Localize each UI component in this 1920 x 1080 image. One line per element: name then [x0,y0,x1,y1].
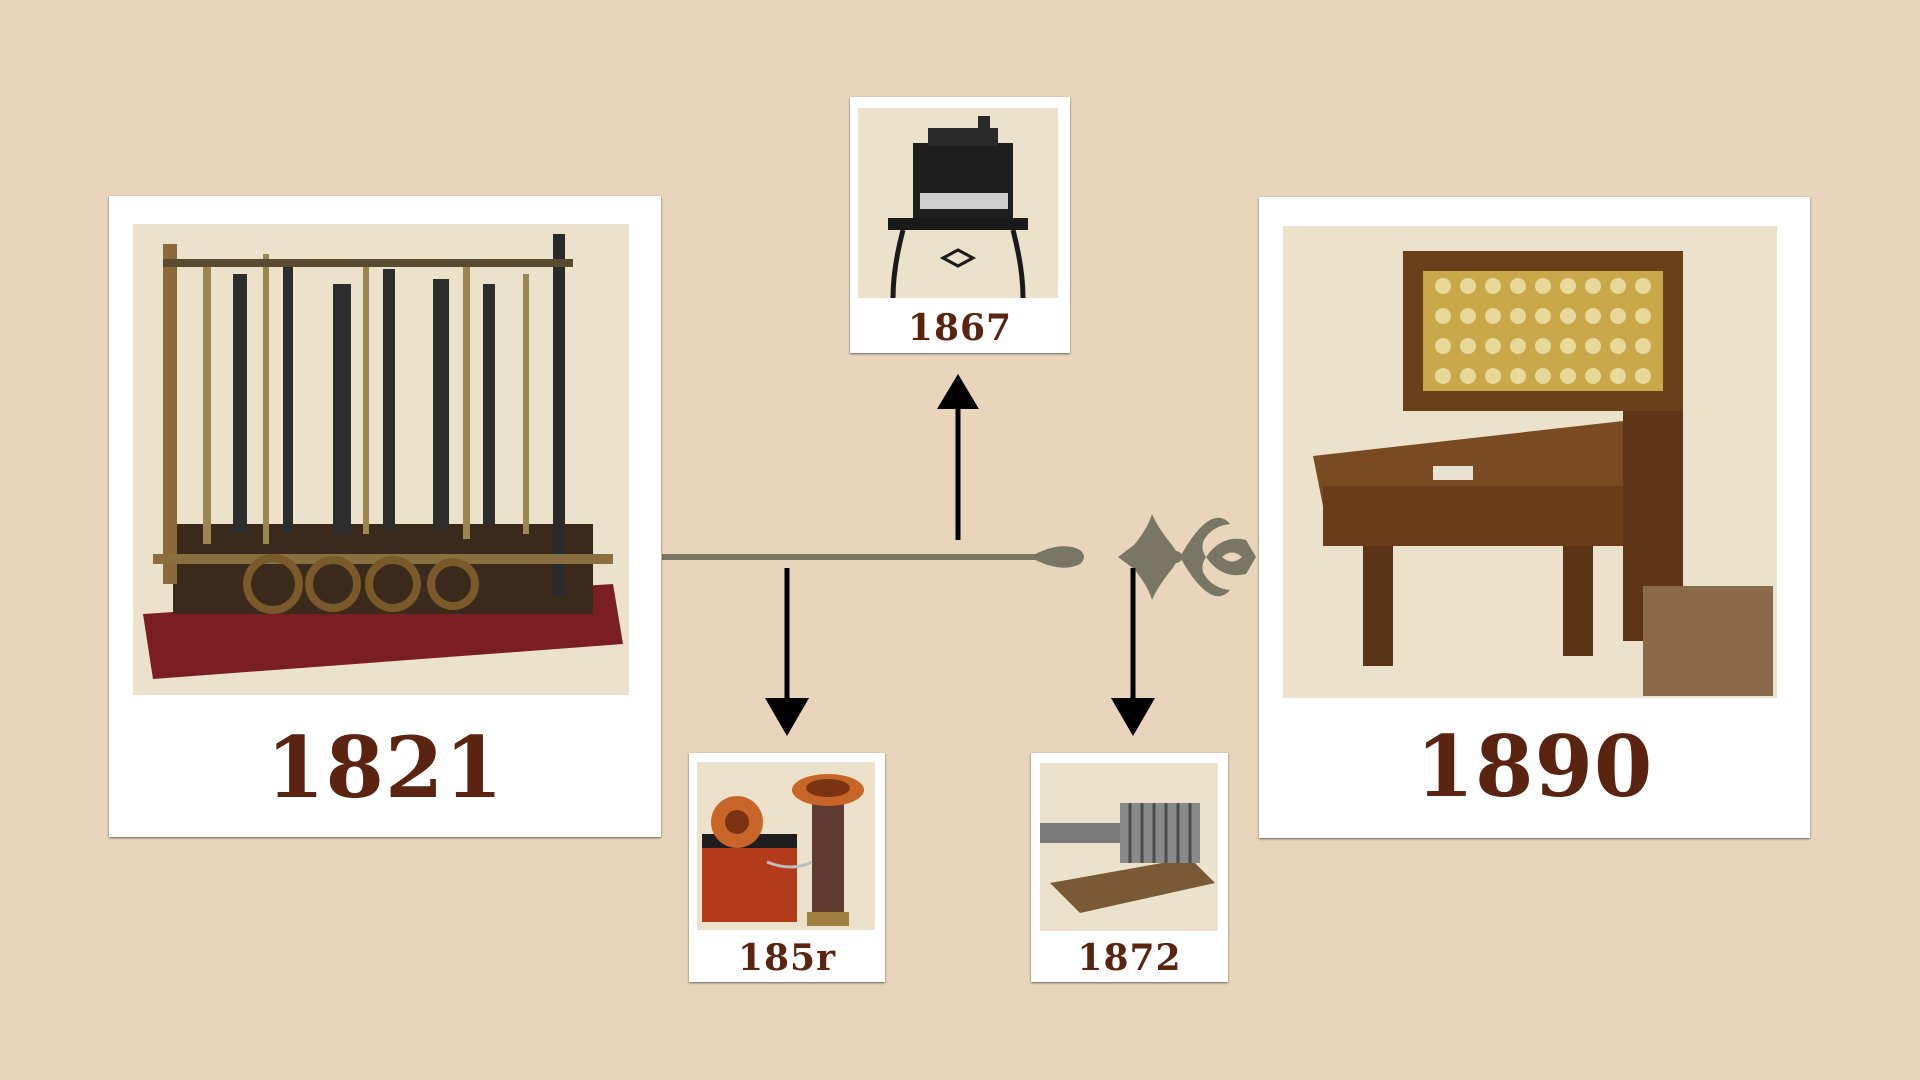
card-185r[interactable]: 185r [689,753,885,982]
year-label-185r: 185r [737,937,837,979]
card-1867[interactable]: 1867 [850,97,1070,353]
arrow-down-185r [765,568,809,736]
tabulating-machine-photo [1283,226,1777,698]
typewriter-photo [858,108,1058,298]
calculating-machine-photo [1040,763,1218,931]
difference-engine-photo [133,224,629,695]
arrow-down-1872 [1111,568,1155,736]
timeline-line [662,546,1084,568]
year-label-1867: 1867 [907,307,1013,349]
year-label-1890: 1890 [1415,717,1654,816]
year-label-1821: 1821 [266,718,504,817]
telephone-photo [697,762,875,930]
card-1872[interactable]: 1872 [1031,753,1228,982]
year-label-1872: 1872 [1077,937,1182,979]
card-1821[interactable]: 1821 [109,196,661,837]
card-1890[interactable]: 1890 [1259,197,1810,838]
arrow-up-1867 [937,374,979,540]
ornament-flourish-icon [1118,514,1256,600]
